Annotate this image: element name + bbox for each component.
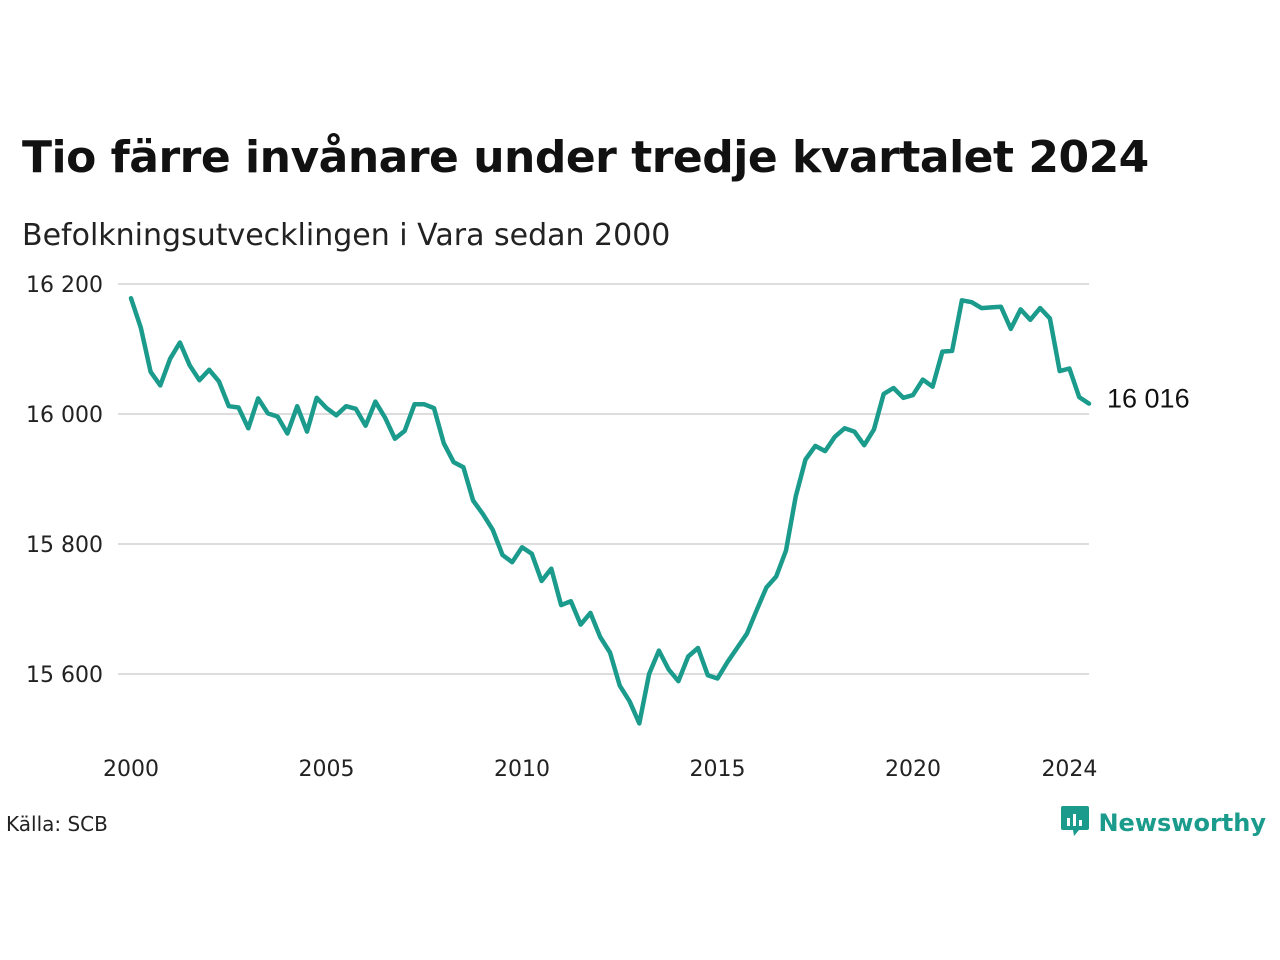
brand-name: Newsworthy bbox=[1098, 809, 1266, 837]
chart-title: Tio färre invånare under tredje kvartale… bbox=[22, 132, 1149, 183]
source-note: Källa: SCB bbox=[6, 812, 108, 836]
y-tick-label: 16 200 bbox=[26, 273, 103, 298]
newsworthy-logo-icon bbox=[1060, 804, 1090, 842]
gridlines bbox=[118, 283, 1089, 675]
y-tick-label: 15 600 bbox=[26, 663, 103, 688]
series-group: 16 016 bbox=[128, 296, 1190, 726]
y-axis: 16 200 16 000 15 800 15 600 bbox=[26, 273, 103, 688]
x-tick-label: 2010 bbox=[494, 757, 550, 782]
chart-subtitle: Befolkningsutvecklingen i Vara sedan 200… bbox=[22, 218, 671, 253]
x-axis: 2000 2005 2010 2015 2020 2024 bbox=[103, 757, 1097, 782]
x-tick-label: 2020 bbox=[885, 757, 941, 782]
x-tick-label: 2000 bbox=[103, 757, 159, 782]
y-tick-label: 16 000 bbox=[26, 403, 103, 428]
x-tick-label: 2005 bbox=[299, 757, 355, 782]
brand-logo: Newsworthy bbox=[1060, 804, 1266, 842]
y-tick-label: 15 800 bbox=[26, 533, 103, 558]
end-value-label: 16 016 bbox=[1107, 384, 1190, 414]
x-tick-label: 2024 bbox=[1041, 757, 1097, 782]
x-tick-label: 2015 bbox=[690, 757, 746, 782]
population-line bbox=[128, 296, 1092, 726]
